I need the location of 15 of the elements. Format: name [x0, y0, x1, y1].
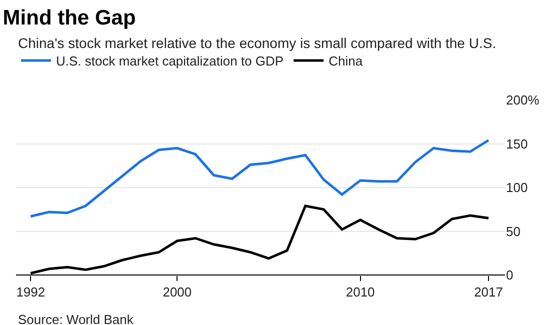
- chart-title: Mind the Gap: [2, 6, 136, 30]
- x-tick-label: 2017: [474, 284, 503, 300]
- y-tick-label: 0: [506, 268, 514, 283]
- y-tick-label: 100: [506, 180, 528, 196]
- y-tick-label: 200%: [506, 92, 540, 108]
- chart-subtitle: China's stock market relative to the economy is small compared with the U.S.: [18, 35, 496, 51]
- x-tick-label: 2010: [346, 284, 375, 300]
- y-tick-label: 50: [506, 224, 520, 239]
- line-series: [29, 139, 490, 218]
- x-tick-label: 1992: [16, 284, 46, 300]
- x-tick-label: 2000: [162, 284, 192, 300]
- source-note: Source: World Bank: [18, 312, 134, 325]
- legend-label: U.S. stock market capitalization to GDP: [56, 54, 284, 69]
- y-tick-label: 150: [506, 136, 528, 152]
- legend-label: China: [328, 54, 364, 69]
